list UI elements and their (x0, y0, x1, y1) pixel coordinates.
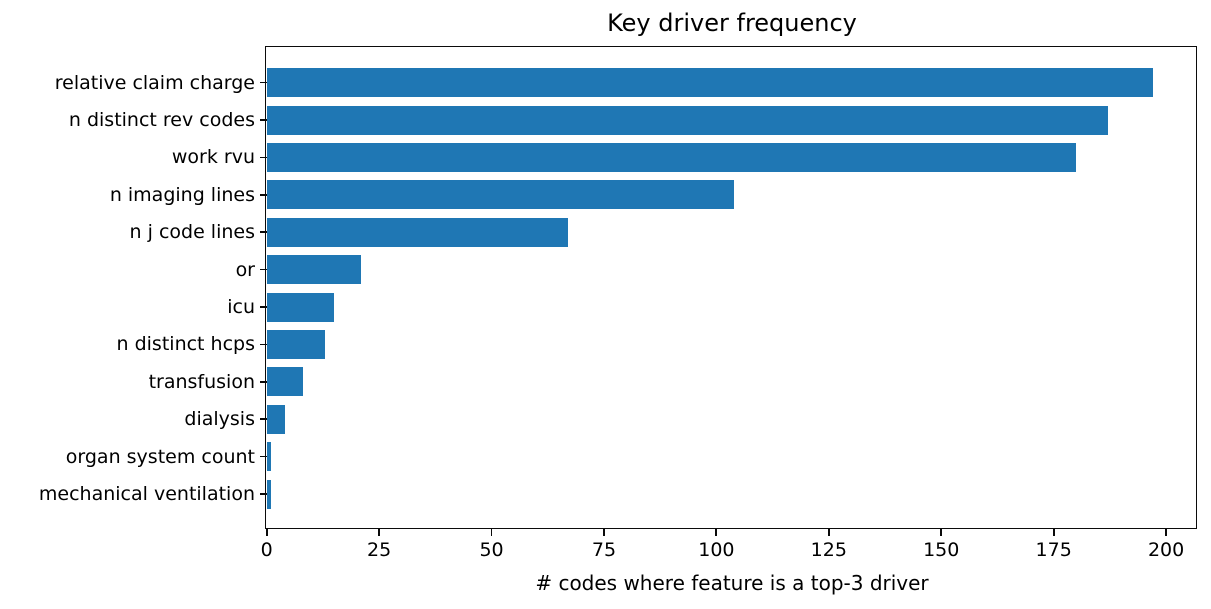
x-tick-label: 200 (1147, 539, 1185, 562)
bar-relative-claim-charge (266, 68, 1153, 98)
y-tick-label: n distinct hcps (116, 333, 255, 356)
y-tick-label: icu (227, 296, 255, 318)
y-tick-mark (259, 119, 267, 121)
x-tick-mark (490, 528, 493, 537)
x-tick-label: 50 (479, 539, 504, 562)
bar-mechanical-ventilation (266, 479, 272, 509)
x-tick-mark (1165, 528, 1167, 537)
y-tick-label: work rvu (171, 146, 255, 169)
y-tick-mark (259, 455, 267, 458)
y-tick-mark (259, 156, 267, 159)
x-tick-label: 175 (1035, 539, 1072, 562)
y-tick-label: n j code lines (129, 221, 255, 244)
y-tick-label: n distinct rev codes (68, 109, 255, 131)
bar-transfusion (266, 367, 303, 397)
y-tick-label: mechanical ventilation (38, 483, 255, 505)
y-tick-label: n imaging lines (109, 183, 255, 206)
x-tick-mark (715, 528, 718, 537)
bar-n-distinct-rev-codes (266, 105, 1108, 135)
bar-n-distinct-hcps (266, 329, 326, 359)
y-tick-label: organ system count (65, 445, 255, 468)
x-tick-mark (265, 528, 268, 537)
y-tick-label: transfusion (148, 370, 255, 393)
y-tick-mark (259, 268, 267, 271)
x-tick-label: 75 (591, 539, 617, 562)
x-tick-mark (1052, 528, 1055, 537)
y-tick-mark (259, 306, 267, 308)
y-tick-mark (259, 193, 267, 196)
bar-n-j-code-lines (266, 217, 568, 247)
y-tick-label: or (235, 258, 255, 281)
x-tick-label: 25 (367, 539, 392, 562)
y-tick-mark (259, 418, 267, 421)
x-tick-label: 0 (260, 539, 273, 562)
x-tick-label: 100 (698, 539, 735, 562)
x-tick-label: 125 (810, 539, 847, 562)
x-tick-mark (940, 528, 943, 537)
bar-n-imaging-lines (266, 180, 735, 210)
y-tick-label: relative claim charge (54, 71, 255, 94)
chart-title: Key driver frequency (607, 9, 857, 37)
bar-icu (266, 292, 335, 322)
y-tick-mark (259, 380, 267, 383)
y-tick-mark (259, 81, 267, 84)
bar-or (266, 255, 362, 285)
bar-work-rvu (266, 142, 1077, 172)
y-tick-mark (259, 493, 267, 495)
y-tick-mark (259, 231, 267, 234)
x-tick-mark (827, 528, 830, 537)
bar-organ-system-count (266, 442, 272, 472)
x-tick-mark (378, 528, 381, 537)
x-tick-mark (603, 528, 605, 537)
bar-dialysis (266, 404, 285, 434)
y-tick-mark (259, 343, 267, 346)
x-tick-label: 150 (923, 539, 960, 562)
y-tick-label: dialysis (184, 408, 255, 431)
x-axis-label: # codes where feature is a top-3 driver (535, 571, 929, 595)
